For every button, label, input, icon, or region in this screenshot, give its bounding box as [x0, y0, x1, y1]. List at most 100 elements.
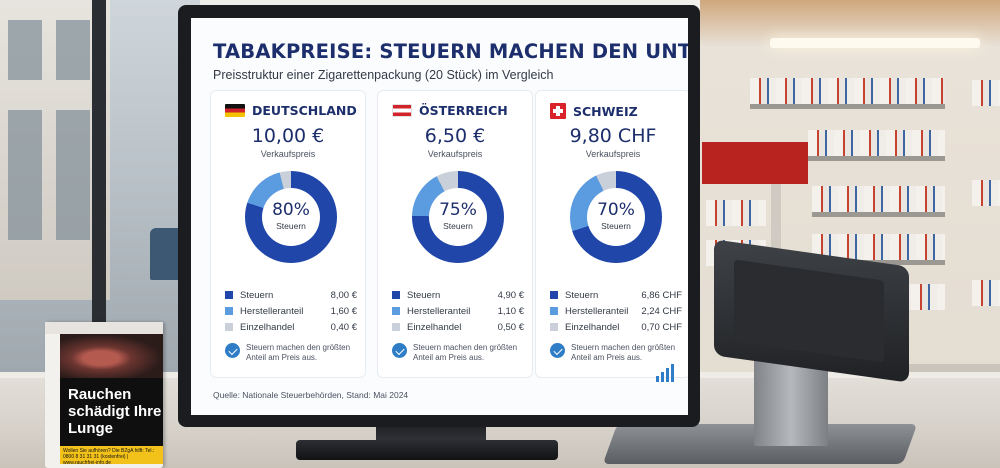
legend-label: Herstelleranteil: [240, 305, 304, 317]
country-name: DEUTSCHLAND: [252, 103, 357, 118]
donut-caption: Steuern: [443, 221, 473, 231]
legend-swatch: [392, 307, 400, 315]
country-card-austria: ÖSTERREICH 6,50 € Verkaufspreis 75% Steu…: [377, 90, 533, 378]
country-card-germany: DEUTSCHLAND 10,00 € Verkaufspreis 80% St…: [210, 90, 366, 378]
donut-center: 75% Steuern: [429, 188, 487, 246]
shelf-board: [750, 104, 945, 109]
country-name: SCHWEIZ: [573, 103, 638, 119]
legend-row-einzelhandel: Einzelhandel 0,70 CHF: [550, 319, 682, 335]
legend-row-hersteller: Herstelleranteil 1,10 €: [392, 303, 524, 319]
legend-value: 0,70 CHF: [641, 321, 682, 333]
legend-row-hersteller: Herstelleranteil 2,24 CHF: [550, 303, 682, 319]
cost-legend: Steuern 8,00 € Herstelleranteil 1,60 € E…: [225, 287, 357, 335]
shelf-products: [972, 80, 1000, 106]
legend-value: 2,24 CHF: [641, 305, 682, 317]
window-frame: [92, 0, 106, 380]
legend-row-einzelhandel: Einzelhandel 0,40 €: [225, 319, 357, 335]
de-flag-icon: [225, 104, 245, 117]
tax-donut-chart: 80% Steuern: [245, 171, 337, 263]
tax-donut-chart: 75% Steuern: [412, 171, 504, 263]
red-store-sign: [702, 142, 808, 184]
legend-row-steuern: Steuern 8,00 €: [225, 287, 357, 303]
legend-swatch: [550, 323, 558, 331]
legend-swatch: [225, 307, 233, 315]
legend-label: Einzelhandel: [240, 321, 295, 333]
building-window: [8, 20, 42, 80]
ch-flag-icon: [550, 103, 566, 119]
legend-row-steuern: Steuern 4,90 €: [392, 287, 524, 303]
shelf-board: [808, 156, 945, 161]
legend-swatch: [225, 291, 233, 299]
at-flag-icon: [392, 104, 412, 117]
legend-swatch: [550, 291, 558, 299]
legend-swatch: [392, 291, 400, 299]
country-name: ÖSTERREICH: [419, 103, 508, 118]
info-note: Steuern machen den größten Anteil am Pre…: [550, 343, 684, 363]
legend-label: Steuern: [407, 289, 441, 301]
shelf-products: [972, 280, 1000, 306]
note-text: Steuern machen den größten Anteil am Pre…: [571, 343, 676, 362]
monitor-screen: TABAKPREISE: STEUERN MACHEN DEN UNTERSCH…: [191, 18, 688, 415]
bar-chart-icon: [656, 364, 676, 382]
legend-value: 0,50 €: [497, 321, 524, 333]
legend-value: 4,90 €: [497, 289, 524, 301]
checkmark-icon: [392, 343, 407, 358]
building-window: [8, 110, 42, 240]
legend-label: Herstelleranteil: [407, 305, 471, 317]
legend-label: Einzelhandel: [407, 321, 462, 333]
screen-title: TABAKPREISE: STEUERN MACHEN DEN UNTERSCH…: [213, 40, 688, 63]
legend-row-steuern: Steuern 6,86 CHF: [550, 287, 682, 303]
price-label: Verkaufspreis: [585, 149, 641, 159]
legend-row-hersteller: Herstelleranteil 1,60 €: [225, 303, 357, 319]
legend-swatch: [550, 307, 558, 315]
checkmark-icon: [225, 343, 240, 358]
legend-swatch: [225, 323, 233, 331]
country-header: DEUTSCHLAND: [225, 103, 357, 118]
legend-row-einzelhandel: Einzelhandel 0,50 €: [392, 319, 524, 335]
info-note: Steuern machen den größten Anteil am Pre…: [225, 343, 359, 363]
note-text: Steuern machen den größten Anteil am Pre…: [413, 343, 518, 362]
checkmark-icon: [550, 343, 565, 358]
price-label: Verkaufspreis: [260, 149, 316, 159]
donut-center: 70% Steuern: [587, 188, 645, 246]
tax-percentage: 70%: [597, 200, 635, 220]
legend-value: 1,10 €: [497, 305, 524, 317]
donut-caption: Steuern: [601, 221, 631, 231]
country-header: ÖSTERREICH: [392, 103, 508, 118]
health-warning-text: Rauchen schädigt Ihre Lunge: [60, 378, 163, 446]
donut-center: 80% Steuern: [262, 188, 320, 246]
legend-label: Steuern: [565, 289, 599, 301]
legend-label: Einzelhandel: [565, 321, 620, 333]
country-header: SCHWEIZ: [550, 103, 638, 119]
shelf-products: [706, 200, 766, 226]
retail-price: 6,50 €: [424, 125, 486, 147]
retail-price: 9,80 CHF: [569, 125, 657, 147]
retail-price: 10,00 €: [251, 125, 325, 147]
cost-legend: Steuern 4,90 € Herstelleranteil 1,10 € E…: [392, 287, 524, 335]
shelf-products: [812, 186, 945, 212]
tax-percentage: 80%: [272, 200, 310, 220]
tax-percentage: 75%: [439, 200, 477, 220]
country-card-switzerland: SCHWEIZ 9,80 CHF Verkaufspreis 70% Steue…: [535, 90, 688, 378]
legend-label: Herstelleranteil: [565, 305, 629, 317]
shelf-products: [972, 180, 1000, 206]
building-window: [56, 20, 90, 80]
note-text: Steuern machen den größten Anteil am Pre…: [246, 343, 351, 362]
building-window: [56, 110, 90, 240]
quitline-strip: Wollen Sie aufhören? Die BZgA hilft: Tel…: [60, 446, 163, 464]
shelf-light: [770, 38, 980, 48]
shelf-products: [750, 78, 945, 104]
price-label: Verkaufspreis: [427, 149, 483, 159]
pack-lid: [45, 322, 163, 334]
monitor-stand: [296, 440, 558, 460]
info-note: Steuern machen den größten Anteil am Pre…: [392, 343, 526, 363]
screen-subtitle: Preisstruktur einer Zigarettenpackung (2…: [213, 68, 554, 82]
legend-swatch: [392, 323, 400, 331]
legend-value: 1,60 €: [330, 305, 357, 317]
legend-value: 0,40 €: [330, 321, 357, 333]
legend-label: Steuern: [240, 289, 274, 301]
donut-caption: Steuern: [276, 221, 306, 231]
lung-warning-image: [60, 334, 163, 378]
legend-value: 8,00 €: [330, 289, 357, 301]
shelf-board: [812, 212, 945, 217]
